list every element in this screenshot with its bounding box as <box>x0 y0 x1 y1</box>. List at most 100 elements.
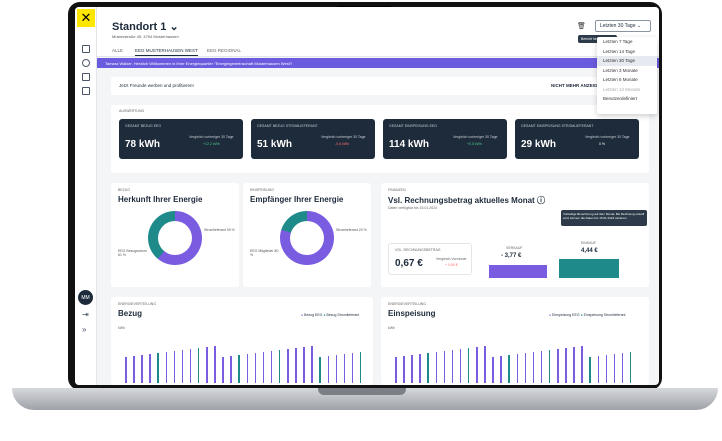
chart-bar <box>467 348 470 383</box>
chart-bar <box>149 354 151 383</box>
expand-icon[interactable]: » <box>82 325 87 334</box>
chart-bar <box>238 355 240 383</box>
period-option[interactable]: Letzten 6 Monate <box>603 77 638 82</box>
info-icon[interactable]: ⓘ <box>536 196 545 205</box>
chart-bar <box>589 357 591 383</box>
overview-panel: AUSWERTUNG GESAMT BEZUG EEG 78 kWh Vergl… <box>111 105 649 173</box>
chart-bar <box>403 356 405 383</box>
dismiss-link[interactable]: NICHT MEHR ANZEIGEN <box>551 83 604 88</box>
kpi-value: 114 kWh <box>389 139 430 150</box>
chart-bar <box>311 346 313 383</box>
card-title: Bezug <box>118 309 142 318</box>
chart-bar <box>613 354 616 383</box>
avatar[interactable]: MM <box>78 290 93 305</box>
community-tabs: ALLE EEG MUSTERHAUSEN WEST EEG REGIONAL <box>97 45 659 57</box>
chart-bar <box>246 354 249 383</box>
chart-bar <box>295 348 297 383</box>
chart-bar <box>351 353 354 383</box>
chart-bar <box>435 352 438 383</box>
chart-bar <box>605 355 608 383</box>
tab-alle[interactable]: ALLE <box>112 48 124 53</box>
chart-bar <box>508 355 510 383</box>
invoice-delta: + 0,50 € <box>445 263 458 267</box>
chart-bar <box>206 347 208 383</box>
chart-bar <box>476 347 478 383</box>
kpi-card: GESAMT EINSPEISUNG EEG 114 kWh Vergleich… <box>383 119 507 159</box>
card-subtitle: Daten verfügbar bis 15.01.2024 <box>388 206 438 210</box>
tab-eeg-west[interactable]: EEG MUSTERHAUSEN WEST <box>135 48 198 56</box>
period-option-selected[interactable]: Letzten 30 Tage <box>597 56 657 66</box>
donut-label: Stromlieferant 39 % <box>204 228 235 232</box>
chart-bar <box>427 353 429 383</box>
chart-bar <box>597 356 600 383</box>
chart-bar <box>303 347 305 383</box>
chart-bar <box>411 355 413 383</box>
y-unit: kWh <box>388 326 395 330</box>
chart-bar <box>419 354 421 383</box>
chat-icon[interactable] <box>82 59 90 67</box>
kpi-card: GESAMT BEZUG EEG 78 kWh Vergleich vorher… <box>119 119 243 159</box>
chart-bar <box>621 353 624 383</box>
card-caption: FINANZEN <box>388 188 406 192</box>
chart-bar <box>548 350 551 383</box>
dashboard-icon[interactable] <box>82 45 90 53</box>
tab-eeg-regional[interactable]: EEG REGIONAL <box>207 48 242 53</box>
donut-label: EEG Bezugsstrom 61 % <box>118 249 147 257</box>
card-caption: ENERGIEVERTEILUNG <box>118 302 157 306</box>
chart-bar <box>262 352 265 383</box>
top-bar: Standort 1 ⌄ Musterstraße 45, 4794 Muste… <box>97 7 659 45</box>
finance-card: FINANZEN Vsl. Rechnungsbetrag aktuelles … <box>381 183 649 287</box>
period-option[interactable]: Letzten 3 Monate <box>603 67 638 73</box>
card-title: Vsl. Rechnungsbetrag aktuelles Monat ⓘ <box>388 196 545 205</box>
kpi-compare: Vergleich vorheriger 30 Tage <box>585 135 630 139</box>
sidebar: ✕ MM ⇥ » <box>75 7 97 385</box>
document-icon[interactable] <box>82 73 90 81</box>
kpi-delta: 0 % <box>599 142 606 146</box>
period-option-disabled: Letzten 12 Monate <box>603 86 641 92</box>
chart-bar <box>516 354 519 383</box>
bezug-distribution-card: ENERGIEVERTEILUNG Bezug ● Bezug EEG ● Be… <box>111 297 373 385</box>
legend: ● Bezug EEG ● Bezug Stromlieferant <box>301 313 360 317</box>
chart-bar <box>484 346 486 383</box>
card-caption: BEZUG <box>118 188 131 192</box>
chart-bar <box>230 356 232 383</box>
chart-bar <box>573 347 575 383</box>
chart-bar <box>451 350 454 383</box>
chart-bar <box>359 352 362 383</box>
period-option[interactable]: Benutzerdefiniert <box>603 96 638 101</box>
chart-bar <box>524 353 527 383</box>
chart-bar <box>133 356 135 383</box>
donut-label: Stromlieferant 20 % <box>336 228 367 232</box>
overview-heading: AUSWERTUNG <box>119 109 145 113</box>
chart-bar <box>141 355 143 383</box>
chart-bar <box>629 352 632 383</box>
period-option[interactable]: Letzten 14 Tage <box>603 48 635 54</box>
chart-bar <box>173 351 176 383</box>
einspeisung-distribution-card: ENERGIEVERTEILUNG Einspeisung ● Einspeis… <box>381 297 649 385</box>
finance-tooltip: Vorläufige Berechnung auf dem Monat. Bis… <box>561 210 647 226</box>
chart-bar <box>278 350 281 383</box>
card-caption: ENERGIEVERTEILUNG <box>388 302 427 306</box>
location-title[interactable]: Standort 1 ⌄ <box>112 21 179 33</box>
chart-bar <box>557 349 559 383</box>
chart-bar <box>270 351 273 383</box>
chart-bar <box>222 357 224 383</box>
chart-bar <box>395 357 397 383</box>
chart-bar <box>492 357 494 383</box>
brand-logo[interactable]: ✕ <box>77 9 95 27</box>
period-select[interactable]: Letzten 30 Tage ⌄ <box>595 20 651 32</box>
kpi-delta: +12,2 kWh <box>203 142 220 146</box>
chart-bar <box>327 356 330 383</box>
donut-chart <box>148 211 202 265</box>
legend: ● Einspeisung EEG ● Einspeisung Stromlie… <box>549 313 626 317</box>
logout-icon[interactable]: ⇥ <box>82 310 89 319</box>
gallery-icon[interactable] <box>82 87 90 95</box>
verkauf-bar <box>489 265 547 278</box>
welcome-text: Tamara Walker, Herzlich Willkommen in Ih… <box>105 61 293 66</box>
chart-bar <box>532 352 535 383</box>
kpi-label: GESAMT BEZUG EEG <box>125 124 162 128</box>
kpi-card: GESAMT BEZUG STROMLIEFERANT 51 kWh Vergl… <box>251 119 375 159</box>
period-option[interactable]: Letzten 7 Tage <box>603 39 633 44</box>
einkauf-label: EINKAUF <box>581 241 597 245</box>
kpi-label: GESAMT EINSPEISUNG STROMLIEFERANT <box>521 124 594 128</box>
